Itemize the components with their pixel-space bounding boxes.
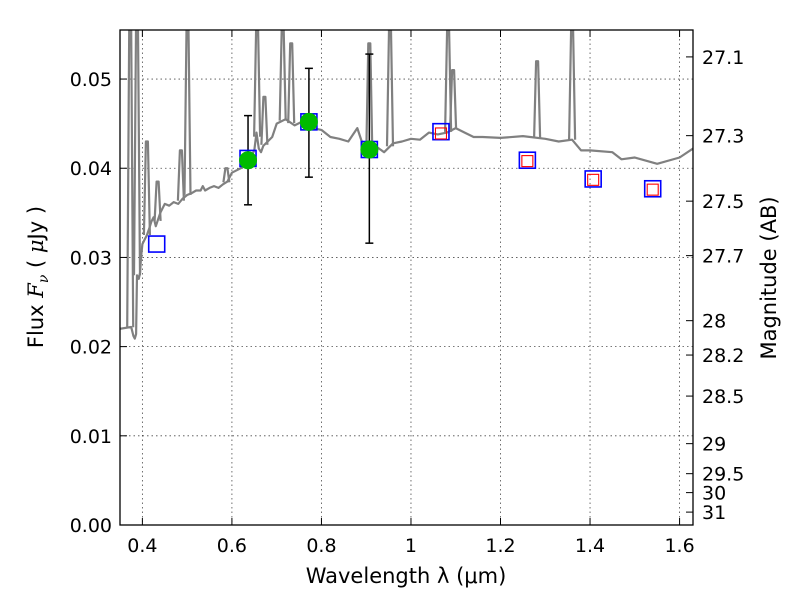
x-tick-label: 0.6 — [217, 535, 247, 557]
grid — [120, 30, 693, 526]
model-photometry-square — [518, 151, 537, 170]
mag-tick-label: 29 — [702, 434, 726, 456]
model-photometry-square — [432, 122, 450, 141]
y-tick-label: 0.02 — [70, 337, 112, 359]
y-tick-label: 0.05 — [70, 69, 112, 91]
mag-tick-label: 27.5 — [702, 191, 744, 213]
mag-tick-label: 28.5 — [702, 386, 744, 408]
emission-line — [176, 149, 185, 201]
y-tick-label: 0.00 — [70, 515, 112, 537]
emission-line — [153, 180, 162, 221]
y2-axis-label: Magnitude (AB) — [757, 196, 781, 359]
model-photometry-square — [584, 170, 602, 188]
x-tick-label: 1.2 — [485, 535, 515, 557]
emission-line — [385, 30, 395, 147]
model-photometry-square — [643, 179, 662, 198]
x-tick-label: 1.6 — [664, 535, 694, 557]
mag-tick-label: 27.1 — [702, 47, 744, 69]
emission-line — [278, 30, 287, 121]
predicted-photometry-square — [587, 173, 600, 186]
mag-tick-label: 28.2 — [702, 345, 744, 367]
y-tick-label: 0.01 — [70, 426, 112, 448]
emission-line — [132, 30, 142, 276]
emission-line — [568, 30, 577, 140]
mag-tick-label: 31 — [702, 502, 726, 524]
emission-line — [142, 140, 151, 236]
predicted-photometry-square — [646, 183, 659, 196]
mag-tick-label: 28 — [702, 311, 726, 333]
mag-tick-label: 30 — [702, 483, 726, 505]
predicted-photometry-square — [521, 155, 534, 168]
emission-line — [533, 60, 542, 138]
emission-line — [126, 30, 135, 328]
mag-tick-label: 27.3 — [702, 126, 744, 148]
emission-line — [260, 95, 269, 145]
predicted-photometry-square — [434, 127, 448, 140]
x-tick-label: 1 — [405, 535, 417, 557]
emission-line — [222, 167, 231, 183]
y-axis-label: Flux Fν ( μJy ) — [24, 206, 52, 348]
emission-line — [444, 30, 453, 132]
x-tick-label: 0.4 — [127, 535, 157, 557]
emission-line — [287, 42, 296, 124]
emission-line — [449, 69, 458, 130]
y-tick-label: 0.03 — [70, 247, 112, 269]
spectrum-line — [120, 118, 693, 340]
model-photometry-square — [147, 235, 166, 253]
x-tick-label: 0.8 — [306, 535, 336, 557]
plot-frame — [119, 29, 694, 526]
observed-point — [299, 112, 318, 131]
observed-point — [360, 140, 379, 159]
emission-line — [253, 30, 262, 137]
mag-tick-label: 27.7 — [702, 246, 744, 268]
emission-line — [183, 30, 192, 195]
x-axis-label: Wavelength λ (μm) — [306, 564, 507, 588]
mag-tick-label: 29.5 — [702, 464, 744, 486]
axis-ticks: 0.4 0.6 0.8 1 1.2 1.4 1.6 0.00 0.01 0.02 0.03 0.04 0… — [70, 30, 744, 557]
observed-point — [239, 151, 258, 170]
x-tick-label: 1.4 — [575, 535, 605, 557]
emission-line — [365, 42, 374, 152]
plot-area — [120, 30, 693, 340]
y-tick-label: 0.04 — [70, 158, 112, 180]
